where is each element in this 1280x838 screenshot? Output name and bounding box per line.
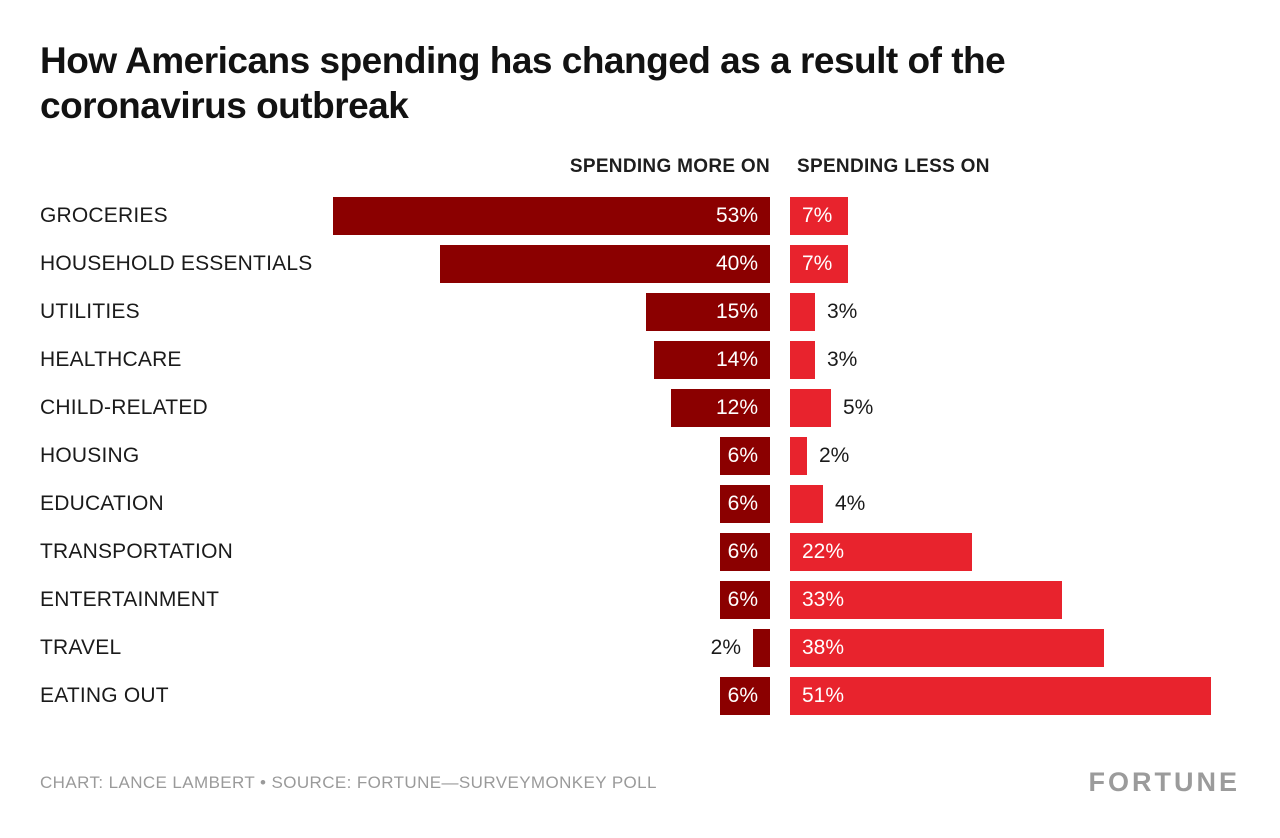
category-label: HOUSEHOLD ESSENTIALS [40,252,313,275]
category-label: CHILD-RELATED [40,396,208,419]
spending-less-bar [790,485,823,523]
category-label: HOUSING [40,444,140,467]
category-label: ENTERTAINMENT [40,588,220,611]
chart-rows: GROCERIES 53% 7% HOUSEHOLD ESSENTIALS 40% 7% U… [0,192,1280,720]
spending-less-value: 4% [835,492,866,515]
spending-more-bar [671,389,770,427]
spending-less-value: 3% [827,348,858,371]
spending-more-bar [440,245,770,283]
spending-more-value: 40% [715,252,758,275]
spending-less-value: 2% [819,444,850,467]
spending-more-value: 2% [710,636,741,659]
chart-footer: CHART: LANCE LAMBERT • SOURCE: FORTUNE—S… [40,767,1240,798]
chart-row: EDUCATION 6% 4% [0,480,1280,528]
spending-more-bar [646,293,770,331]
chart-title: How Americans spending has changed as a … [40,40,1006,126]
spending-less-bar [790,437,807,475]
spending-less-bar [790,293,815,331]
spending-less-value: 5% [843,396,874,419]
chart-row: HOUSEHOLD ESSENTIALS 40% 7% [0,240,1280,288]
chart-row: HOUSING 6% 2% [0,432,1280,480]
chart-row: TRAVEL 2% 38% [0,624,1280,672]
spending-less-bar [790,629,1104,667]
spending-more-value: 6% [727,444,758,467]
column-headers: SPENDING MORE ON SPENDING LESS ON [0,156,1280,182]
spending-less-value: 7% [802,204,833,227]
chart-row: ENTERTAINMENT 6% 33% [0,576,1280,624]
spending-less-bar [790,341,815,379]
spending-more-bar [720,677,770,715]
spending-more-bar [720,485,770,523]
spending-less-bar [790,533,972,571]
chart-credit: CHART: LANCE LAMBERT • SOURCE: FORTUNE—S… [40,772,657,792]
spending-less-bar [790,245,848,283]
spending-more-bar [654,341,770,379]
spending-more-value: 12% [715,396,758,419]
spending-less-bar [790,389,831,427]
chart-row: CHILD-RELATED 12% 5% [0,384,1280,432]
spending-more-value: 6% [727,588,758,611]
chart-row: HEALTHCARE 14% 3% [0,336,1280,384]
category-label: TRAVEL [40,636,122,659]
spending-more-value: 6% [727,492,758,515]
spending-less-value: 38% [802,636,845,659]
spending-more-value: 14% [715,348,758,371]
spending-less-value: 7% [802,252,833,275]
spending-more-value: 6% [727,540,758,563]
spending-less-bar [790,677,1211,715]
chart-row: GROCERIES 53% 7% [0,192,1280,240]
spending-more-value: 15% [715,300,758,323]
spending-more-bar [720,581,770,619]
spending-more-value: 6% [727,684,758,707]
chart-row: TRANSPORTATION 6% 22% [0,528,1280,576]
spending-less-value: 33% [802,588,845,611]
category-label: EDUCATION [40,492,164,515]
chart-row: UTILITIES 15% 3% [0,288,1280,336]
spending-more-bar [753,629,770,667]
chart-row: EATING OUT 6% 51% [0,672,1280,720]
column-header-spending-more: SPENDING MORE ON [569,156,770,177]
spending-less-bar [790,581,1062,619]
category-label: GROCERIES [40,204,168,227]
spending-more-value: 53% [715,204,758,227]
spending-more-bar [720,533,770,571]
spending-less-value: 51% [802,684,845,707]
spending-more-bar [720,437,770,475]
spending-less-bar [790,197,848,235]
category-label: TRANSPORTATION [40,540,233,563]
column-header-spending-less: SPENDING LESS ON [797,156,990,177]
spending-less-value: 22% [802,540,845,563]
category-label: HEALTHCARE [40,348,182,371]
category-label: EATING OUT [40,684,169,707]
spending-less-value: 3% [827,300,858,323]
category-label: UTILITIES [40,300,140,323]
spending-more-bar [333,197,770,235]
fortune-logo: FORTUNE [1088,767,1240,797]
